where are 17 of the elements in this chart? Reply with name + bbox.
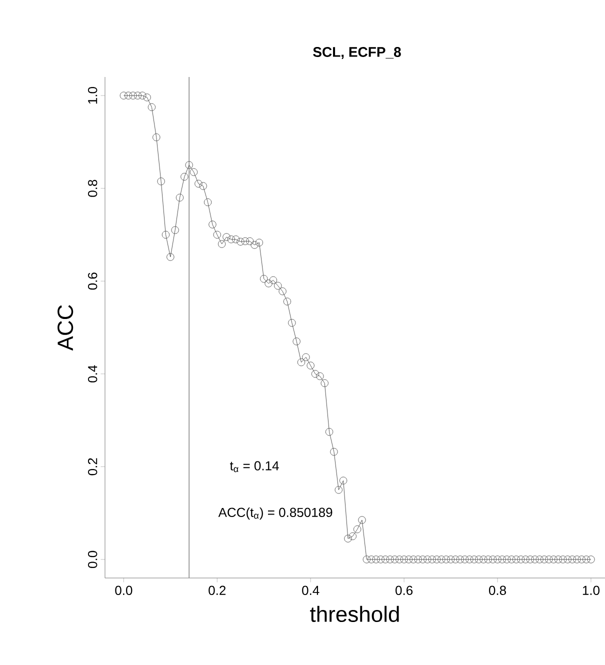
x-tick-label: 0.0 <box>115 586 132 595</box>
annotation: ACC(t$_{α}$) = 0.850189 <box>218 507 332 520</box>
y-tick-label: 1.0 <box>88 87 98 104</box>
y-axis-title: ACC <box>58 305 74 351</box>
x-axis-title: threshold <box>310 606 399 622</box>
x-tick-label: 0.4 <box>302 586 320 595</box>
x-tick-label: 0.8 <box>488 586 506 595</box>
annotation: t$_{α}$ = 0.14 <box>230 461 279 472</box>
y-tick-label: 0.4 <box>88 365 98 382</box>
chart-title: SCL, ECFP_8 <box>313 47 401 59</box>
x-tick-label: 0.2 <box>208 586 226 595</box>
y-tick-label: 0.6 <box>88 272 98 290</box>
x-tick-label: 1.0 <box>582 586 600 595</box>
y-tick-label: 0.0 <box>88 550 98 568</box>
x-tick-label: 0.6 <box>396 586 413 595</box>
y-tick-label: 0.2 <box>88 458 98 476</box>
y-tick-label: 0.8 <box>88 180 98 197</box>
